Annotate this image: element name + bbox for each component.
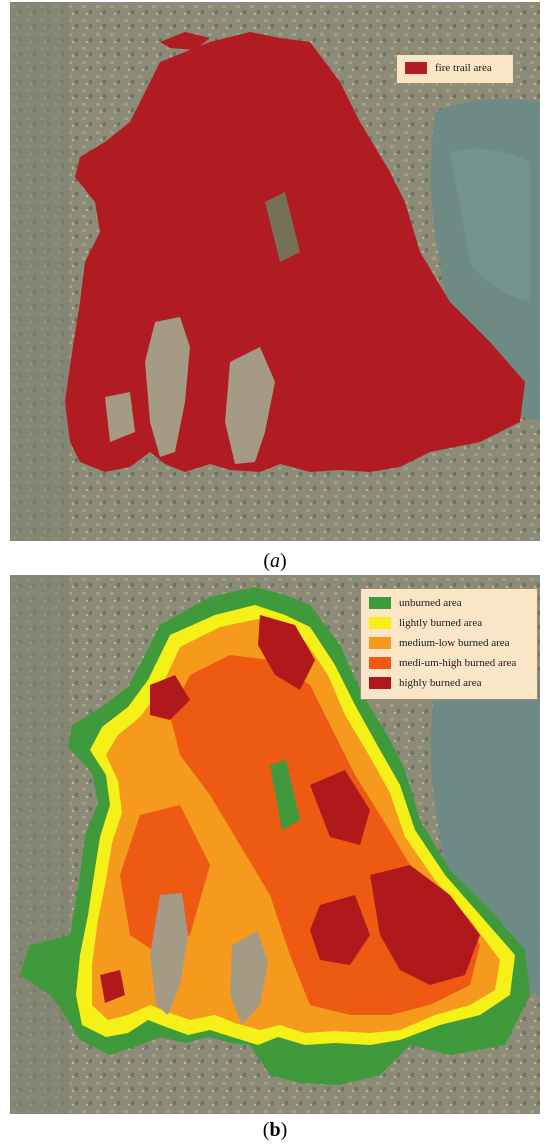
legend-b: unburned area lightly burned area medium… (360, 588, 538, 700)
satellite-map-b (10, 575, 540, 1114)
legend-swatch-lightly (369, 617, 391, 629)
map-panel-b: unburned area lightly burned area medium… (10, 575, 540, 1114)
legend-label-lightly: lightly burned area (399, 617, 483, 629)
caption-a-letter: a (270, 550, 280, 572)
satellite-map-a (10, 2, 540, 541)
legend-swatch-highly (369, 677, 391, 689)
map-panel-a: fire trail area (10, 2, 540, 541)
legend-swatch-fire-trail (405, 62, 427, 74)
legend-item-unburned: unburned area (369, 597, 462, 609)
legend-item-medium-low: medium-low burned area (369, 637, 510, 649)
legend-item-lightly: lightly burned area (369, 617, 482, 629)
lake (431, 671, 540, 995)
caption-b-letter: b (269, 1119, 281, 1141)
legend-item-medium-high: medi-um-high burned area (369, 657, 516, 669)
legend-label-medium-high: medi-um-high burned area (399, 657, 517, 669)
caption-a: (a) (263, 550, 287, 572)
highly-burned-area (258, 615, 315, 690)
legend-label-unburned: unburned area (399, 597, 462, 609)
legend-label-fire-trail: fire trail area (435, 62, 492, 74)
legend-label-highly: highly burned area (399, 677, 482, 689)
legend-a: fire trail area (396, 54, 514, 84)
legend-item-highly: highly burned area (369, 677, 481, 689)
caption-b: (b) (262, 1119, 288, 1141)
legend-item-fire-trail: fire trail area (405, 62, 492, 74)
unburned-patch (145, 317, 190, 457)
legend-label-medium-low: medium-low burned area (399, 637, 510, 649)
legend-swatch-unburned (369, 597, 391, 609)
legend-swatch-medium-low (369, 637, 391, 649)
legend-swatch-medium-high (369, 657, 391, 669)
